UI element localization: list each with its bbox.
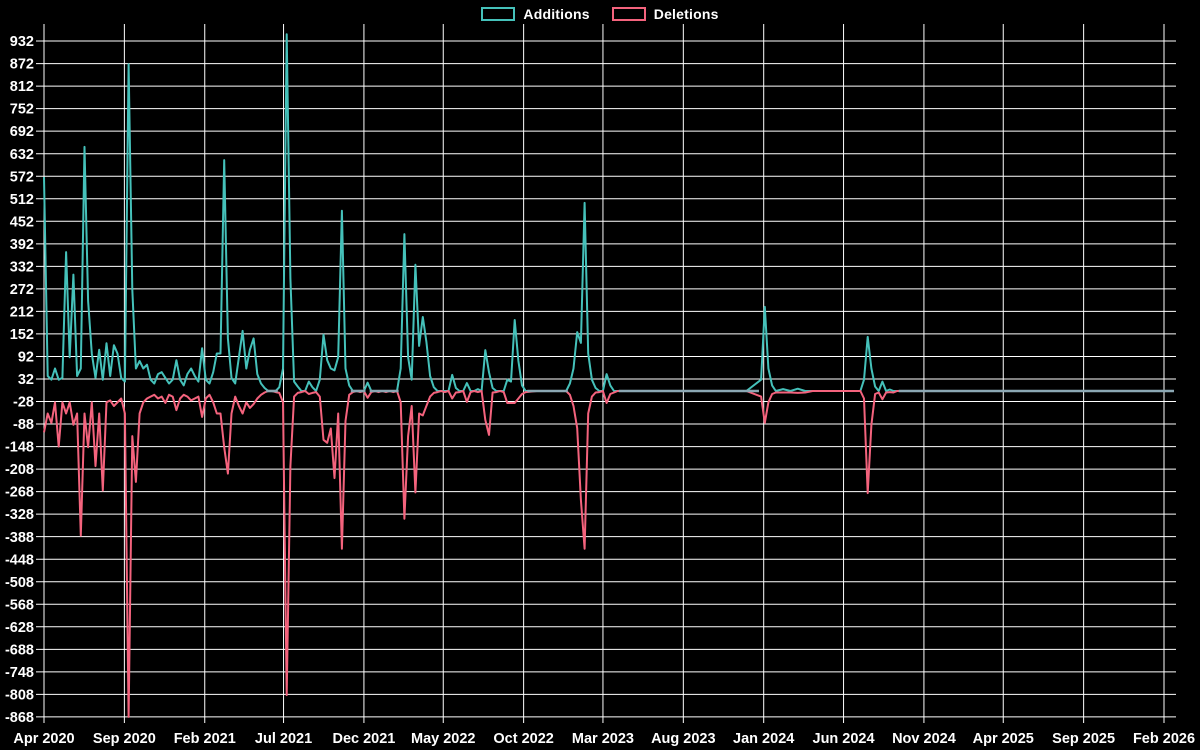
x-tick-label: Apr 2020 — [13, 731, 74, 747]
y-tick-label: -448 — [5, 552, 34, 568]
y-tick-label: 572 — [10, 169, 34, 185]
y-tick-label: 212 — [10, 304, 34, 320]
y-tick-label: -388 — [5, 530, 34, 546]
y-tick-label: 152 — [10, 327, 34, 343]
x-tick-label: Feb 2021 — [174, 731, 236, 747]
x-tick-label: Feb 2026 — [1133, 731, 1195, 747]
x-tick-label: Apr 2025 — [973, 731, 1034, 747]
additions-line — [43, 33, 1174, 392]
y-tick-label: -88 — [13, 417, 34, 433]
legend-label-additions: Additions — [523, 6, 590, 22]
y-tick-label: -748 — [5, 665, 34, 681]
y-tick-label: 512 — [10, 192, 34, 208]
y-tick-label: 752 — [10, 102, 34, 118]
x-tick-label: Sep 2020 — [93, 731, 156, 747]
y-tick-label: 452 — [10, 214, 34, 230]
x-tick-label: Jan 2024 — [733, 731, 794, 747]
x-tick-label: Jul 2021 — [255, 731, 312, 747]
x-tick-label: Mar 2023 — [572, 731, 634, 747]
y-tick-label: 632 — [10, 147, 34, 163]
y-tick-label: 92 — [18, 350, 34, 366]
y-tick-label: -148 — [5, 440, 34, 456]
x-tick-label: Sep 2025 — [1052, 731, 1115, 747]
y-tick-label: 32 — [18, 372, 34, 388]
y-tick-label: -568 — [5, 597, 34, 613]
y-tick-label: -688 — [5, 642, 34, 658]
y-tick-label: 692 — [10, 124, 34, 140]
x-tick-label: May 2022 — [411, 731, 476, 747]
y-tick-label: 932 — [10, 34, 34, 50]
x-tick-label: Aug 2023 — [651, 731, 715, 747]
deletions-swatch-icon — [611, 7, 646, 21]
additions-swatch-icon — [481, 7, 516, 21]
legend-item-additions[interactable]: Additions — [481, 6, 590, 22]
y-tick-label: 272 — [10, 282, 34, 298]
y-tick-label: 332 — [10, 259, 34, 275]
y-tick-label: 872 — [10, 57, 34, 73]
y-tick-label: 812 — [10, 79, 34, 95]
y-tick-label: -268 — [5, 485, 34, 501]
x-tick-label: Jun 2024 — [813, 731, 875, 747]
x-tick-label: Dec 2021 — [332, 731, 395, 747]
y-tick-label: -808 — [5, 687, 34, 703]
x-tick-label: Oct 2022 — [493, 731, 553, 747]
y-tick-label: -208 — [5, 462, 34, 478]
y-tick-label: -28 — [13, 395, 34, 411]
legend-label-deletions: Deletions — [653, 6, 719, 22]
y-tick-label: -628 — [5, 620, 34, 636]
y-tick-label: 392 — [10, 237, 34, 253]
y-tick-label: -508 — [5, 575, 34, 591]
y-tick-label: -328 — [5, 507, 34, 523]
deletions-line — [43, 390, 1174, 718]
y-tick-label: -868 — [5, 710, 34, 726]
x-tick-label: Nov 2024 — [892, 731, 956, 747]
chart-legend: Additions Deletions — [0, 6, 1200, 22]
legend-item-deletions[interactable]: Deletions — [611, 6, 719, 22]
